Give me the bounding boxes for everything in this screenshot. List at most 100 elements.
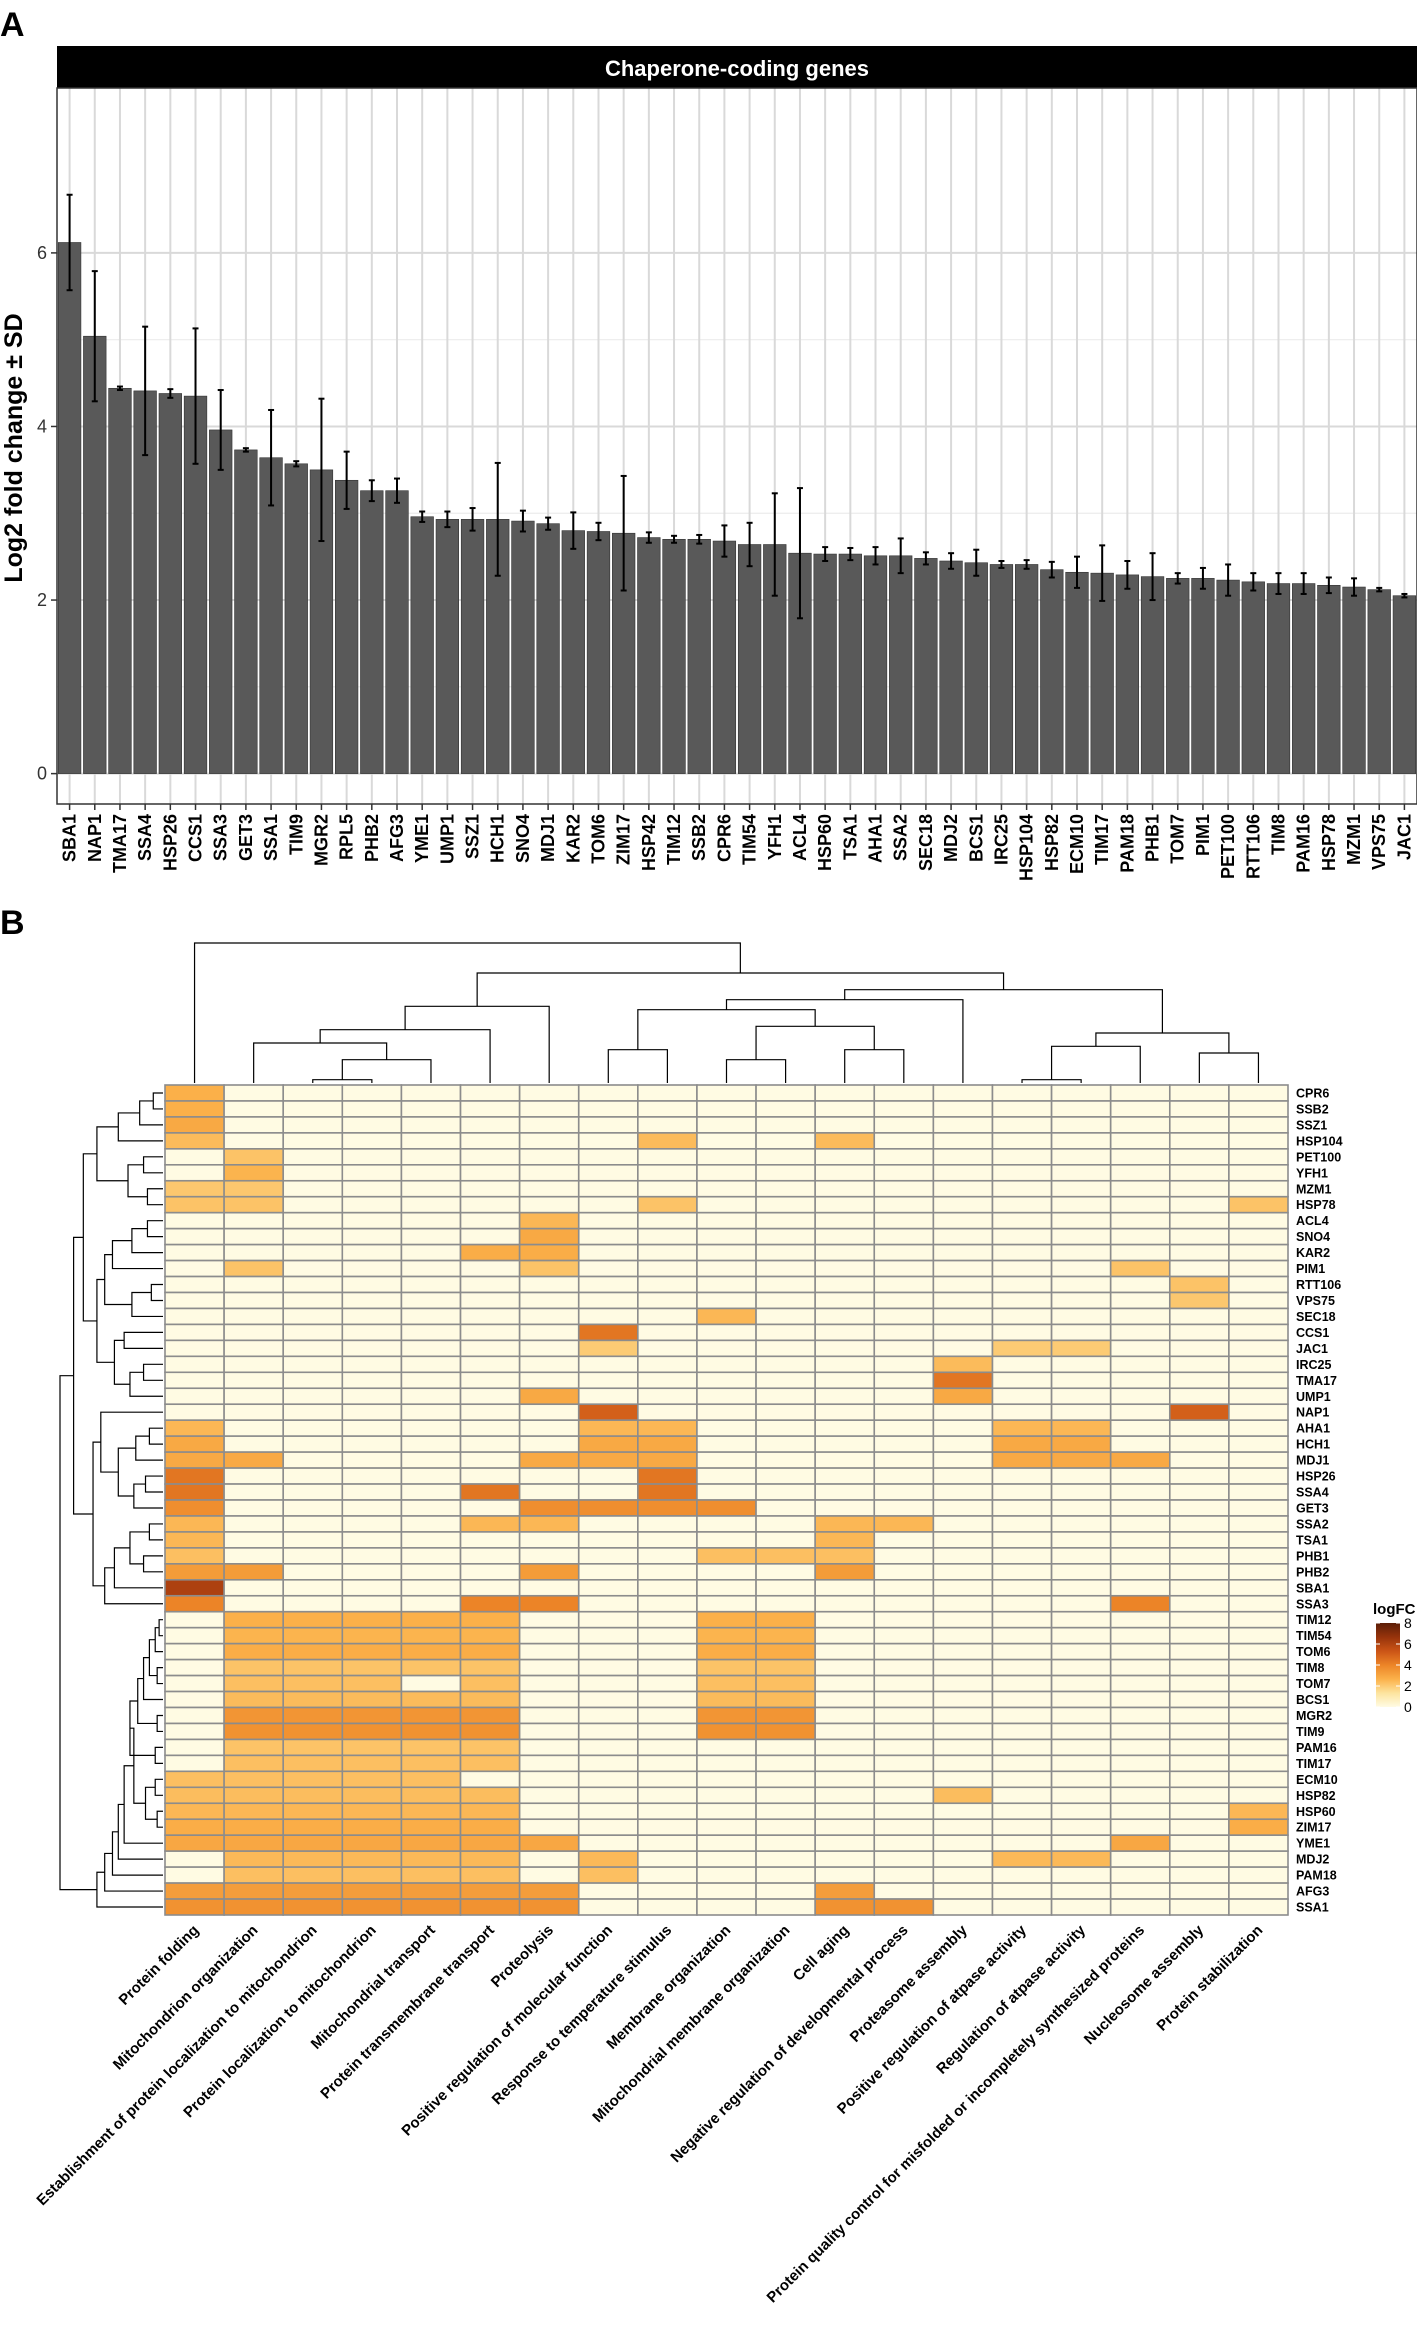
x-tick-label: RTT106: [1243, 814, 1263, 879]
error-bars: [66, 193, 1408, 620]
x-tick-label: ZIM17: [614, 814, 634, 865]
heatmap-cell: [755, 1467, 816, 1485]
heatmap-cell: [1109, 1227, 1171, 1246]
row-label: HSP78: [1296, 1198, 1336, 1212]
heatmap-cell: [1228, 1100, 1289, 1118]
heatmap-cell: [1168, 1211, 1230, 1230]
heatmap-cell: [814, 1435, 876, 1453]
heatmap-cell: [282, 1403, 344, 1421]
row-dendrogram-link: [137, 1677, 158, 1725]
heatmap-cell: [459, 1738, 521, 1757]
heatmap-cell: [577, 1227, 639, 1246]
heatmap-cell: [341, 1275, 403, 1294]
row-label: MZM1: [1296, 1182, 1331, 1196]
heatmap-cell: [637, 1866, 698, 1884]
heatmap-cell: [223, 1531, 285, 1549]
heatmap-cell: [1109, 1802, 1171, 1821]
heatmap-cell: [755, 1515, 816, 1533]
heatmap-cell: [991, 1243, 1053, 1262]
heatmap-cell: [991, 1116, 1053, 1134]
heatmap-cell: [459, 1626, 521, 1645]
heatmap-cell: [164, 1866, 225, 1884]
heatmap-cell: [223, 1084, 285, 1102]
heatmap-cell: [696, 1195, 757, 1214]
heatmap-cell: [1228, 1626, 1289, 1645]
row-dendrogram-link: [152, 1092, 163, 1110]
heatmap-cell: [991, 1818, 1053, 1836]
x-tick-label: SBA1: [60, 814, 80, 862]
heatmap-cell: [400, 1419, 462, 1437]
heatmap-cell: [755, 1674, 816, 1693]
heatmap-cell: [873, 1674, 935, 1693]
heatmap-cell: [873, 1898, 935, 1916]
column-dendrogram-link: [404, 1005, 550, 1083]
row-label: TSA1: [1296, 1533, 1328, 1547]
row-dendrogram-link: [127, 1164, 148, 1198]
row-dendrogram-link: [117, 1112, 163, 1142]
heatmap-cell: [223, 1483, 285, 1501]
x-tick-label: TIM17: [1092, 814, 1112, 865]
x-tick-label: SSA1: [261, 814, 281, 861]
heatmap-cell: [873, 1786, 935, 1805]
heatmap-cell: [400, 1594, 462, 1613]
legend-tick-label: 2: [1404, 1678, 1412, 1694]
heatmap-cell: [755, 1435, 816, 1453]
heatmap-cell: [1050, 1100, 1112, 1118]
heatmap-cell: [400, 1818, 462, 1836]
heatmap-cell: [577, 1211, 639, 1230]
heatmap-cell: [814, 1882, 876, 1900]
heatmap-cell: [223, 1818, 285, 1836]
heatmap-cell: [1168, 1738, 1230, 1757]
heatmap-cell: [991, 1419, 1053, 1437]
column-dendrogram-link: [844, 1049, 905, 1083]
x-tick-label: MZM1: [1344, 814, 1364, 865]
heatmap-cell: [1050, 1227, 1112, 1246]
heatmap-cell: [1228, 1275, 1289, 1294]
heatmap-cell: [637, 1451, 698, 1469]
heatmap-cell: [932, 1195, 994, 1214]
heatmap-cell: [459, 1307, 521, 1326]
heatmap-cell: [696, 1818, 757, 1836]
heatmap-cell: [282, 1243, 344, 1262]
heatmap-cell: [814, 1179, 876, 1198]
row-dendrogram: [59, 1092, 163, 1908]
heatmap-cell: [873, 1850, 935, 1868]
heatmap-cell: [164, 1594, 225, 1613]
heatmap-cell: [341, 1371, 403, 1390]
heatmap-cell: [1228, 1116, 1289, 1134]
heatmap-cell: [223, 1882, 285, 1900]
heatmap-cell: [518, 1483, 580, 1501]
heatmap-cell: [1168, 1132, 1230, 1150]
column-dendrogram-link: [253, 1042, 388, 1083]
heatmap-cell: [164, 1307, 225, 1326]
heatmap-cell: [1228, 1084, 1289, 1102]
heatmap-cell: [1109, 1148, 1171, 1166]
heatmap-cell: [518, 1563, 580, 1581]
heatmap-cell: [400, 1674, 462, 1693]
heatmap-cell: [696, 1626, 757, 1645]
heatmap-cell: [932, 1594, 994, 1613]
x-tick-label: KAR2: [563, 814, 583, 863]
heatmap-cell: [577, 1515, 639, 1533]
heatmap-cell: [991, 1706, 1053, 1725]
legend-tick-label: 4: [1404, 1657, 1412, 1673]
x-tick-label: SEC18: [916, 814, 936, 871]
heatmap-cell: [341, 1754, 403, 1773]
heatmap-cell: [873, 1658, 935, 1677]
heatmap-cell: [400, 1547, 462, 1565]
heatmap-cell: [1228, 1802, 1289, 1821]
heatmap-cell: [1168, 1786, 1230, 1805]
x-tick-label: TIM12: [664, 814, 684, 865]
heatmap-cell: [518, 1403, 580, 1421]
heatmap-cell: [814, 1754, 876, 1773]
heatmap-cell: [400, 1243, 462, 1262]
heatmap-cell: [577, 1403, 639, 1421]
heatmap-cell: [400, 1084, 462, 1102]
heatmap-cell: [1228, 1563, 1289, 1581]
row-label: AHA1: [1296, 1422, 1330, 1436]
heatmap-cell: [577, 1898, 639, 1916]
heatmap-cell: [873, 1483, 935, 1501]
row-label: TOM6: [1296, 1645, 1331, 1659]
heatmap-cell: [1050, 1531, 1112, 1549]
bar-hsp60: [813, 553, 837, 774]
